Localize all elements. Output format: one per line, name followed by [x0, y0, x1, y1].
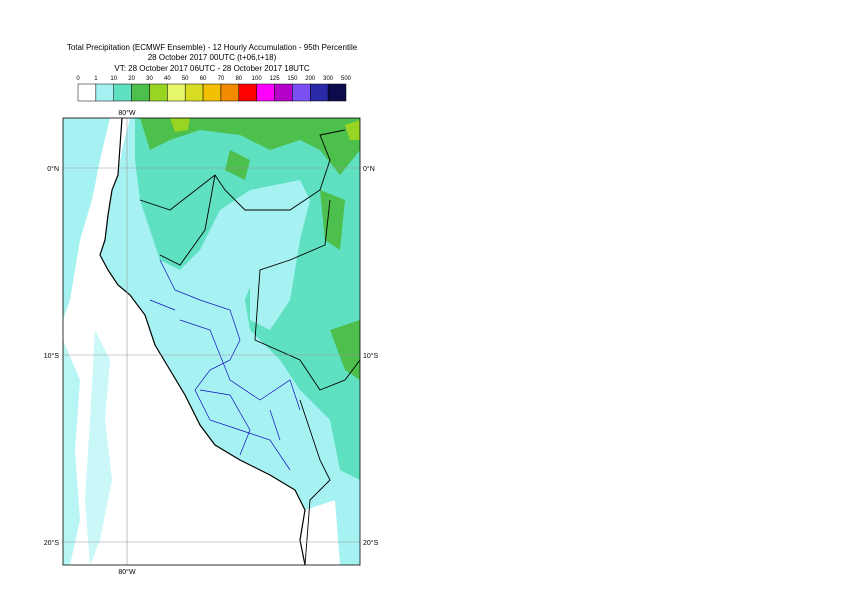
colorbar-box	[184, 83, 204, 102]
colorbar-label: 50	[182, 76, 189, 82]
colorbar-label: 40	[164, 76, 171, 82]
colorbar-box	[292, 83, 311, 102]
colorbar-box	[149, 83, 168, 102]
ocean-precip	[63, 340, 80, 565]
title-line: 28 October 2017 00UTC (t+06,t+18)	[148, 53, 277, 62]
colorbar-label: 150	[287, 76, 298, 82]
lat-label: 10°S	[44, 352, 60, 360]
colorbar-box	[238, 83, 257, 102]
colorbar-box	[202, 83, 222, 102]
coastline	[99, 118, 306, 565]
colorbar-box	[95, 83, 114, 102]
colorbar-label: 200	[305, 76, 316, 82]
titles: Total Precipitation (ECMWF Ensemble) - 1…	[67, 43, 358, 73]
lat-label: 0°N	[47, 165, 59, 173]
ocean-precip	[63, 118, 110, 320]
colorbar-box	[310, 83, 329, 102]
colorbar-box	[77, 83, 97, 102]
colorbar-label: 80	[235, 76, 242, 82]
colorbar-label: 30	[146, 76, 153, 82]
colorbar-label: 1	[94, 76, 98, 82]
lon-label: 80°W	[118, 568, 136, 576]
land-precip	[225, 150, 360, 380]
ocean-precip	[85, 330, 112, 565]
colorbar-box	[256, 83, 275, 102]
colorbar-label: 100	[252, 76, 263, 82]
colorbar-label: 60	[200, 76, 207, 82]
lat-label: 20°S	[363, 539, 379, 547]
region-border	[149, 259, 301, 471]
colorbar-label: 20	[128, 76, 135, 82]
land-precip	[250, 230, 300, 330]
lat-label: 10°S	[363, 352, 379, 360]
country-border	[139, 129, 360, 565]
colorbar: 0 1 10 20 30 40 50 60 70 80 100 125 150 200 300 500	[76, 76, 352, 102]
land-precip	[170, 118, 360, 140]
coordinate-labels: 80°W 80°W 0°N 0°N 10°S 10°S 20°S 20°S	[44, 109, 379, 576]
colorbar-label: 70	[218, 76, 225, 82]
colorbar-label: 300	[323, 76, 334, 82]
lat-label: 20°S	[44, 539, 60, 547]
colorbar-box	[167, 83, 186, 102]
title-line: VT: 28 October 2017 06UTC - 28 October 2…	[114, 64, 309, 73]
title-line: Total Precipitation (ECMWF Ensemble) - 1…	[67, 43, 358, 52]
colorbar-label: 500	[341, 76, 352, 82]
colorbar-box	[113, 83, 132, 102]
lon-label: 80°W	[118, 109, 136, 117]
colorbar-box	[274, 83, 293, 102]
land-precip	[140, 118, 360, 175]
colorbar-label: 10	[110, 76, 117, 82]
map-area	[63, 118, 360, 565]
colorbar-label: 125	[270, 76, 281, 82]
map-frame	[62, 117, 361, 566]
colorbar-box	[220, 83, 240, 102]
colorbar-box	[131, 83, 150, 102]
lat-label: 0°N	[363, 165, 375, 173]
colorbar-box	[327, 83, 347, 102]
colorbar-label: 0	[76, 76, 80, 82]
land-precip	[135, 118, 360, 480]
